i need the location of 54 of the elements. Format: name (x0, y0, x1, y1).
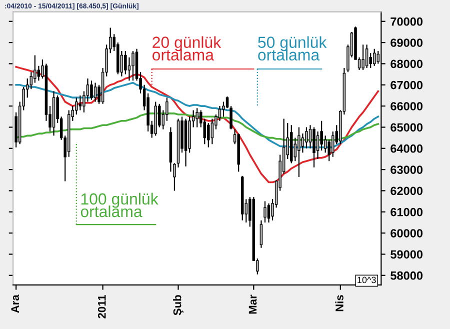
candlestick (316, 130, 320, 160)
annotation: 20 günlük ortalama (152, 36, 222, 61)
y-tick-label: 70000 (390, 17, 423, 26)
candlestick (132, 50, 134, 82)
y-tick-label: 66000 (390, 102, 423, 110)
candlestick (75, 97, 78, 116)
candlestick (264, 200, 266, 224)
y-tick-label: 63000 (390, 166, 423, 174)
candlestick (166, 97, 168, 122)
y-tick-label: 62000 (390, 186, 423, 196)
candlestick (362, 44, 364, 71)
candlestick (37, 65, 40, 82)
line-series (15, 66, 380, 184)
candlestick (90, 80, 93, 100)
candlestick (324, 135, 327, 154)
y-tick-label: 60000 (390, 229, 423, 238)
candlestick (298, 126, 300, 178)
annotation: 100 günlük ortalama (80, 192, 158, 218)
candlestick (30, 72, 33, 90)
candlestick (260, 220, 263, 248)
candlestick (210, 118, 214, 145)
candlestick (207, 122, 210, 148)
candlestick (94, 82, 97, 102)
annotation: 50 günlük ortalama (258, 36, 327, 61)
y-tick-label: 58000 (390, 271, 423, 280)
candlestick (267, 202, 270, 224)
candlestick (226, 96, 229, 109)
y-tick-label: 61000 (390, 208, 423, 216)
candlestick (312, 126, 316, 168)
x-tick-label: 2011 (98, 294, 106, 318)
candlestick (365, 44, 368, 68)
x-tick-label: Ara (11, 294, 20, 313)
candlestick (86, 78, 90, 102)
candlestick (196, 108, 198, 128)
y-tick-label: 68000 (390, 60, 423, 68)
candlestick (301, 133, 304, 154)
candlestick (305, 126, 308, 149)
candlestick (308, 124, 312, 149)
x-tick-label: Şub (173, 295, 184, 316)
candlestick (328, 139, 330, 162)
candlestick (128, 56, 131, 82)
candlestick (230, 105, 232, 130)
candlestick (78, 94, 82, 111)
y-tick-label: 67000 (390, 80, 423, 90)
x-tick-label: Nis (335, 295, 344, 312)
annotation: 10^3 (358, 276, 376, 284)
candlestick (34, 54, 36, 84)
y-tick-label: 64000 (390, 144, 423, 153)
y-tick-label: 65000 (390, 123, 423, 132)
candlestick (369, 52, 372, 68)
y-tick-label: 69000 (390, 38, 423, 47)
candlestick (218, 105, 222, 122)
y-tick-label: 59000 (390, 250, 423, 259)
x-tick-label: Mar (248, 294, 257, 314)
